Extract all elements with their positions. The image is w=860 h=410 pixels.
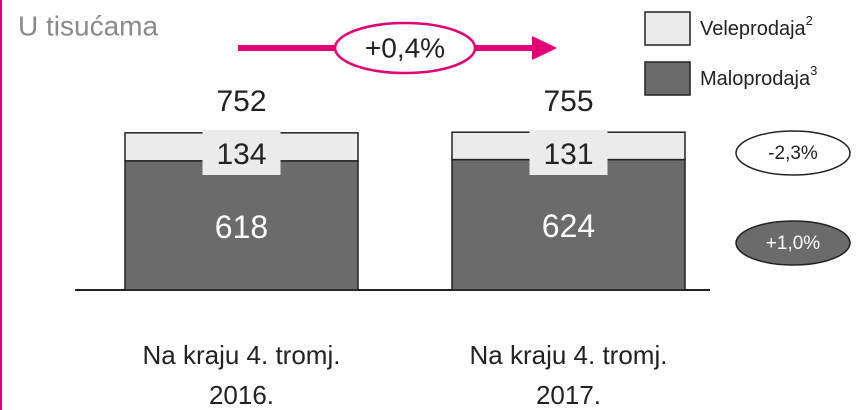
legend-name: Maloprodaja [700,68,811,90]
legend-swatch [644,61,691,96]
legend-sup: 3 [810,63,817,78]
legend-sup: 2 [806,13,813,28]
segment-label: 134 [216,138,266,171]
segment-label-box [529,130,608,175]
chart-title: U tisućama [18,10,158,41]
segment-label: 624 [542,208,595,244]
segment-label: 131 [543,138,593,171]
change-label: +1,0% [766,233,821,254]
left-border [0,0,2,410]
x-tick-label: Na kraju 4. tromj. 2016. [142,340,341,410]
trend-label: +0,4% [365,32,445,63]
bar-segment [451,158,686,291]
change-bubble [735,220,851,266]
segment-label: 618 [215,209,268,245]
legend-swatch [644,11,691,46]
change-label: -2,3% [768,143,818,164]
trend-arrow-head [532,36,557,60]
legend-label: Veleprodaja2 [700,13,813,40]
change-bubble [735,130,851,176]
total-label: 752 [216,85,266,118]
x-tick-label: Na kraju 4. tromj. 2017. [469,340,668,410]
segment-label-box [202,130,281,175]
total-label: 755 [543,85,593,118]
legend-label: Maloprodaja3 [700,63,817,90]
trend-bubble [333,21,477,75]
legend-name: Veleprodaja [700,18,807,40]
bar-segment [124,160,359,291]
